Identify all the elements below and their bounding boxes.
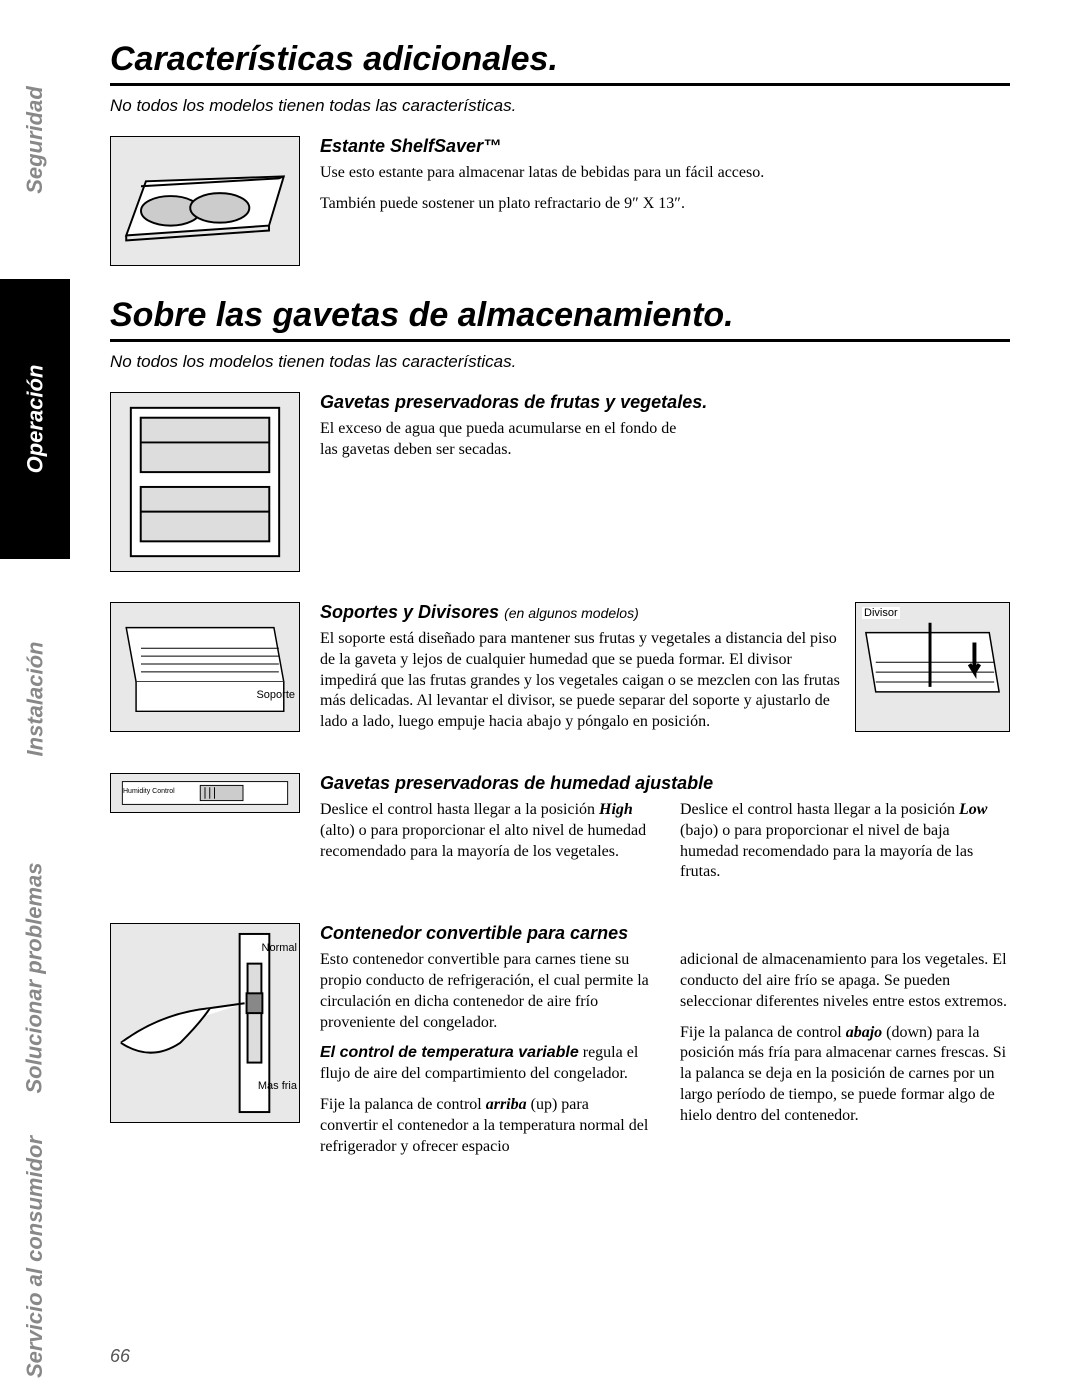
carnes-col1-p3: Fije la palanca de control arriba (up) p…: [320, 1095, 650, 1157]
soportes-heading: Soportes y Divisores (en algunos modelos…: [320, 602, 840, 623]
feature-contenedor-carnes: Normal Mas fria Contenedor convertible p…: [110, 923, 1010, 1167]
feature-soportes: Soporte Soportes y Divisores (en algunos…: [110, 602, 1010, 743]
tab-label: Solucionar problemas: [22, 862, 48, 1093]
humedad-heading: Gavetas preservadoras de humedad ajustab…: [320, 773, 1010, 794]
gavetas-p1: El exceso de agua que pueda acumularse e…: [320, 419, 680, 461]
page-content: Características adicionales. No todos lo…: [70, 0, 1080, 1397]
humidity-label: Humidity Control: [123, 788, 175, 795]
tab-instalacion[interactable]: Instalación: [0, 559, 70, 838]
shelfsaver-p2: También puede sostener un plato refracta…: [320, 194, 1010, 215]
gavetas-illustration: [110, 392, 300, 572]
carnes-col2-p1: adicional de almacenamiento para los veg…: [680, 950, 1010, 1012]
label-divisor: Divisor: [862, 607, 900, 619]
gavetas-heading: Gavetas preservadoras de frutas y vegeta…: [320, 392, 1010, 413]
humedad-col2: Deslice el control hasta llegar a la pos…: [680, 800, 1010, 883]
tab-seguridad[interactable]: Seguridad: [0, 0, 70, 279]
carnes-illustration: Normal Mas fria: [110, 923, 300, 1123]
carnes-col1-p1: Esto contenedor convertible para carnes …: [320, 950, 650, 1033]
label-soporte: Soporte: [256, 689, 295, 701]
feature-humedad: Humidity Control Gavetas preservadoras d…: [110, 773, 1010, 893]
carnes-col2-p2: Fije la palanca de control abajo (down) …: [680, 1023, 1010, 1127]
soportes-p1: El soporte está diseñado para mantener s…: [320, 629, 840, 733]
side-tabs: Seguridad Operación Instalación Solucion…: [0, 0, 70, 1397]
feature-gavetas-frutas: Gavetas preservadoras de frutas y vegeta…: [110, 392, 1010, 572]
tab-label: Operación: [22, 365, 48, 474]
humedad-col1: Deslice el control hasta llegar a la pos…: [320, 800, 650, 862]
label-normal: Normal: [262, 942, 297, 954]
feature-shelfsaver: Estante ShelfSaver™ Use esto estante par…: [110, 136, 1010, 266]
shelfsaver-p1: Use esto estante para almacenar latas de…: [320, 163, 1010, 184]
humidity-control-illustration: Humidity Control: [110, 773, 300, 813]
shelfsaver-illustration: [110, 136, 300, 266]
tab-solucionar[interactable]: Solucionar problemas: [0, 838, 70, 1117]
divisor-illustration: Divisor: [855, 602, 1010, 732]
shelfsaver-heading: Estante ShelfSaver™: [320, 136, 1010, 157]
tab-label: Seguridad: [22, 86, 48, 194]
section1-title: Características adicionales.: [110, 40, 1010, 86]
section1-subtitle: No todos los modelos tienen todas las ca…: [110, 96, 1010, 116]
carnes-col1-p2: El control de temperatura variable regul…: [320, 1043, 650, 1085]
soportes-illustration: Soporte: [110, 602, 300, 732]
tab-servicio[interactable]: Servicio al consumidor: [0, 1118, 70, 1397]
section2-subtitle: No todos los modelos tienen todas las ca…: [110, 352, 1010, 372]
page-number: 66: [110, 1346, 130, 1367]
carnes-heading: Contenedor convertible para carnes: [320, 923, 1010, 944]
soportes-heading-note: (en algunos modelos): [504, 605, 639, 621]
section2-title: Sobre las gavetas de almacenamiento.: [110, 296, 1010, 342]
tab-label: Servicio al consumidor: [22, 1136, 48, 1378]
tab-operacion[interactable]: Operación: [0, 279, 70, 558]
label-masfria: Mas fria: [258, 1080, 297, 1092]
tab-label: Instalación: [22, 641, 48, 756]
